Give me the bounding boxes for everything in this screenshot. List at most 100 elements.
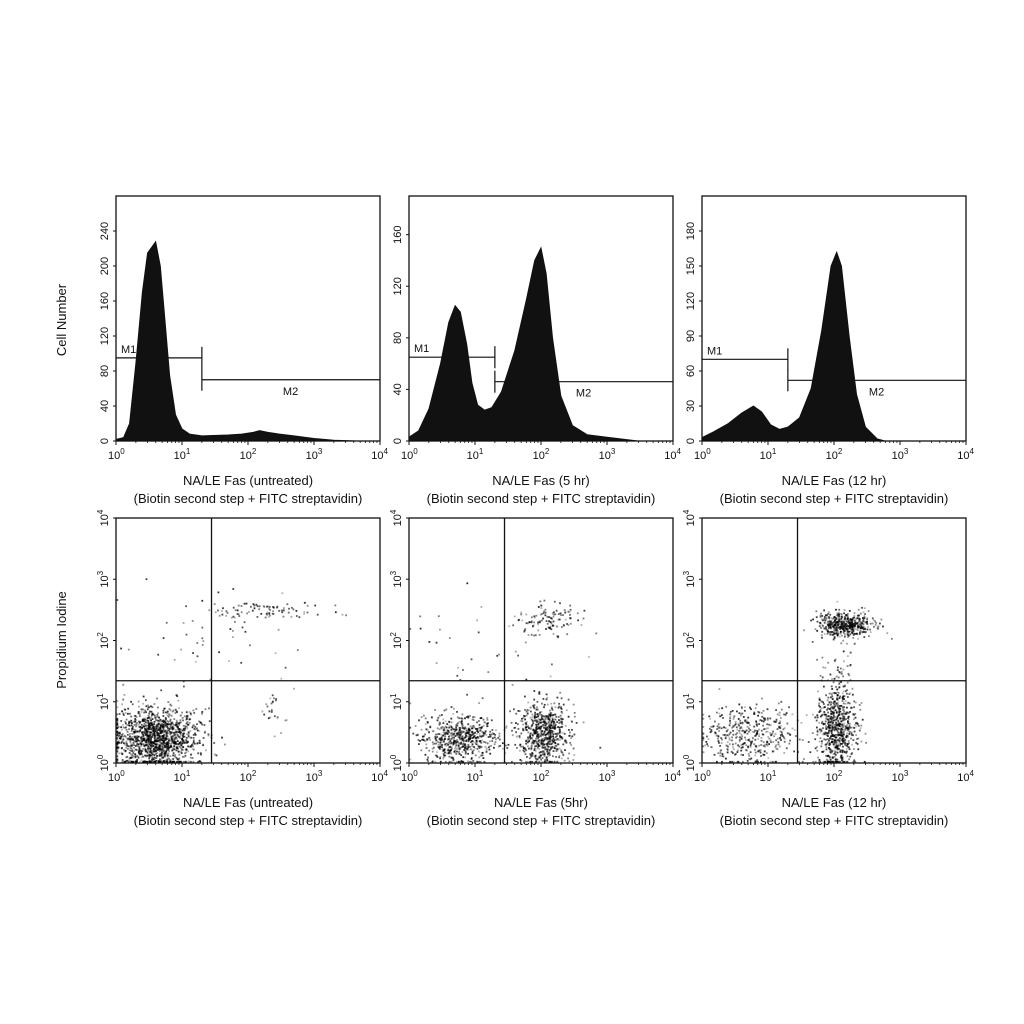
dot (748, 727, 750, 730)
dot (841, 723, 844, 726)
dot (544, 759, 546, 762)
dot (157, 712, 159, 715)
dot (156, 737, 159, 740)
dot (831, 623, 834, 626)
dot (156, 737, 159, 740)
dot (863, 636, 866, 638)
dot (540, 726, 542, 728)
dot (138, 720, 140, 723)
dot (450, 706, 453, 708)
y-tick-label: 120 (99, 327, 111, 345)
dot (831, 721, 834, 724)
dot (123, 694, 126, 696)
dot (846, 732, 848, 735)
dot (477, 746, 480, 748)
dot (837, 621, 840, 624)
dot (882, 625, 884, 628)
dot (489, 745, 491, 748)
dot (157, 653, 160, 656)
dot (476, 619, 478, 622)
dot (547, 716, 549, 719)
dot (169, 732, 172, 734)
dot (561, 712, 564, 715)
dot (821, 742, 823, 745)
dot (269, 697, 272, 700)
dot (496, 654, 499, 657)
dot (207, 734, 210, 737)
dot (536, 743, 539, 745)
dot (842, 750, 845, 752)
dot (444, 725, 447, 728)
dot (441, 726, 444, 728)
dot (268, 710, 271, 713)
dot (820, 700, 823, 703)
dot (838, 626, 841, 628)
dot (556, 760, 558, 763)
dot (834, 728, 837, 730)
dot (840, 672, 843, 675)
dot (832, 634, 834, 636)
dot (150, 716, 153, 718)
dot (539, 754, 542, 757)
dot (778, 745, 781, 748)
dot (716, 760, 718, 763)
dot (837, 743, 840, 746)
dot (470, 658, 473, 661)
dot (176, 758, 179, 760)
dot (154, 746, 156, 749)
dot (194, 726, 197, 728)
dot (470, 758, 473, 760)
dot (825, 694, 827, 697)
dot (538, 692, 540, 695)
dot (125, 740, 128, 743)
dot (720, 749, 722, 752)
dot (171, 760, 174, 763)
dot (840, 621, 843, 623)
dot (148, 735, 151, 737)
dot (142, 695, 145, 698)
dot (166, 760, 168, 763)
dot (851, 626, 853, 629)
dot (459, 738, 461, 741)
dot (253, 604, 256, 607)
dot (141, 739, 143, 741)
dot (818, 704, 820, 707)
dot (454, 751, 457, 754)
dot (827, 703, 829, 706)
dot (476, 727, 479, 730)
dot (471, 718, 474, 721)
dot (469, 746, 471, 748)
dot (127, 707, 130, 710)
dot (765, 731, 767, 733)
dot (412, 732, 415, 735)
y-tick-label: 103 (96, 570, 111, 587)
dot (859, 631, 861, 634)
dot (264, 616, 267, 619)
dot (152, 742, 155, 744)
dot (169, 703, 172, 706)
dot (149, 737, 152, 739)
dot (862, 625, 865, 628)
dot (547, 715, 550, 718)
dot (534, 634, 537, 637)
dot (157, 726, 160, 729)
dot (489, 740, 491, 743)
dot (567, 715, 570, 718)
dot (780, 739, 782, 741)
dot (178, 760, 181, 763)
dot (429, 726, 432, 729)
dot (168, 739, 170, 742)
dot (823, 703, 825, 705)
dot (116, 599, 119, 601)
dot (134, 729, 137, 731)
dot (450, 747, 453, 750)
dot (762, 720, 765, 723)
dot (844, 725, 847, 728)
dot (146, 724, 148, 727)
dot (843, 710, 846, 713)
dot (517, 619, 520, 622)
dot (418, 719, 420, 722)
dot (530, 727, 532, 730)
dot (514, 743, 517, 746)
dot (232, 636, 234, 638)
